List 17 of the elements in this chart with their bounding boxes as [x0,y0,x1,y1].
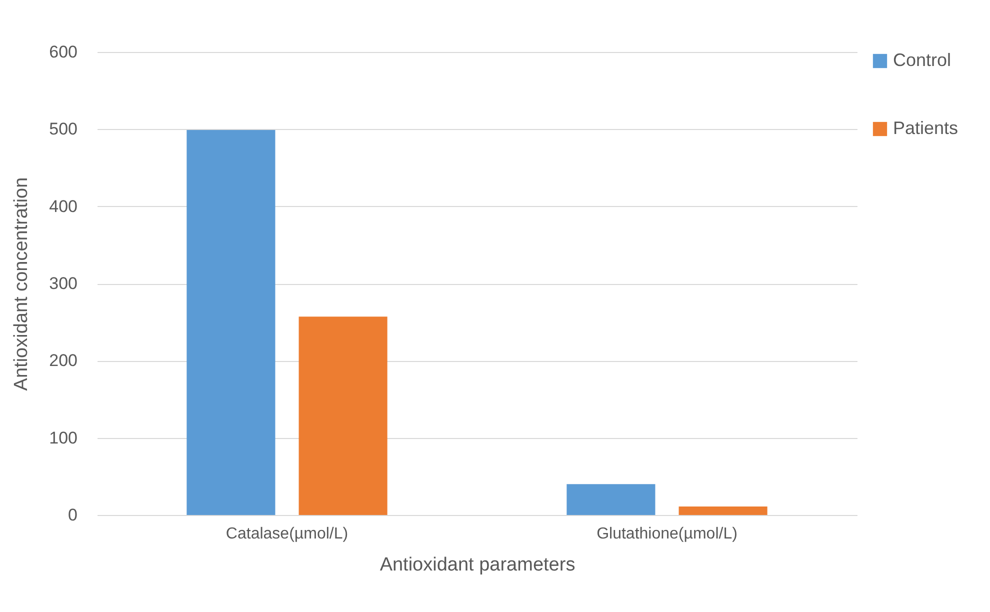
y-tick-label: 200 [49,351,78,370]
legend-label: Patients [893,118,958,138]
x-axis-title: Antioxidant parameters [380,554,576,576]
y-tick-label: 600 [49,42,78,62]
x-tick-label: Glutathione(µmol/L) [596,526,738,542]
bar [566,484,656,515]
legend-label: Control [893,50,952,70]
x-tick-label: Catalase(µmol/L) [226,526,348,542]
y-tick-label: 500 [49,120,78,139]
bar [678,506,768,515]
y-axis-title: Antioxidant concentration [11,177,32,391]
y-tick-label: 100 [49,428,78,448]
y-tick-label: 0 [68,506,78,524]
y-tick-label: 300 [49,274,78,293]
bar [186,130,276,515]
bar [298,316,388,515]
y-tick-label: 400 [49,196,78,216]
